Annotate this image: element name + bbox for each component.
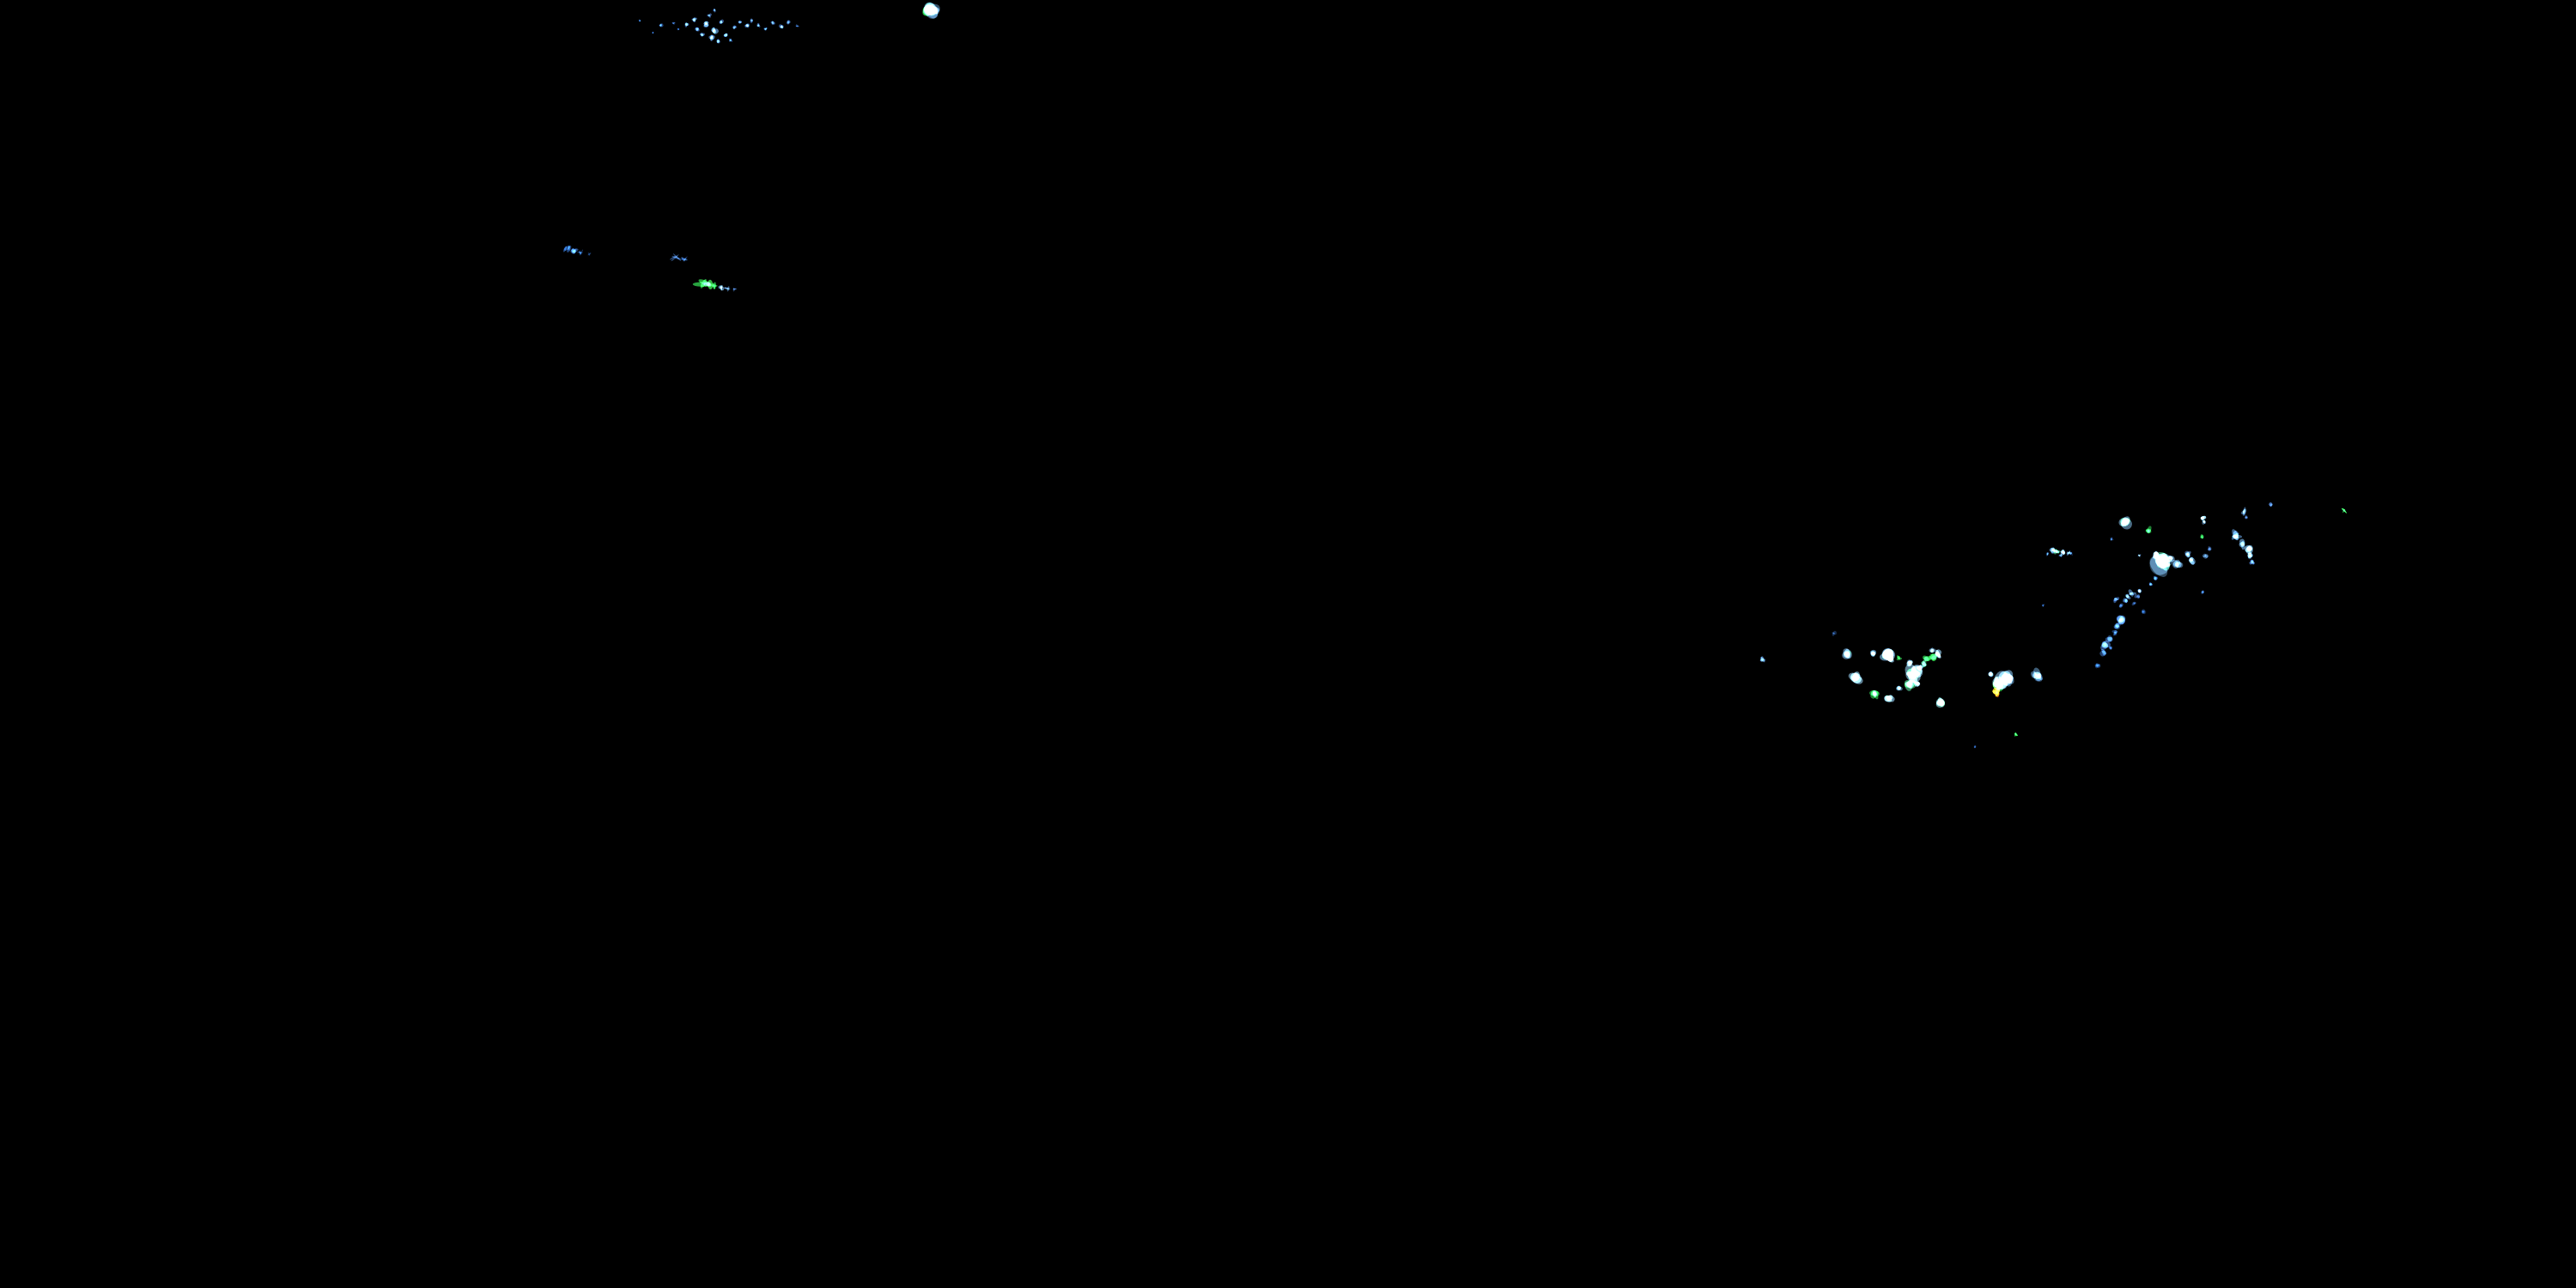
radar-reflectivity-canvas <box>0 0 2576 1288</box>
radar-display: northwest-speckle-field Sparse light-blu… <box>0 0 2576 1288</box>
